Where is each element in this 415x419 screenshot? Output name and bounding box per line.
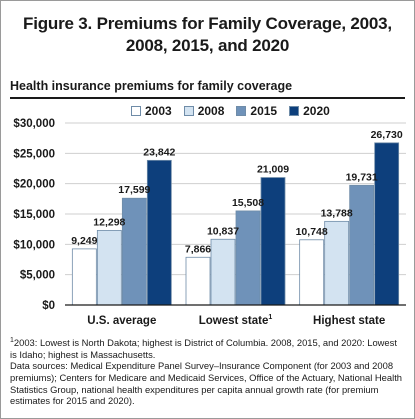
bar-2003-0 bbox=[71, 248, 97, 306]
category-label-2: Highest state bbox=[313, 315, 385, 327]
value-labels: 9,249 12,298 17,599 23,842 7,866 10,837 15,508… bbox=[71, 129, 403, 255]
legend: 2003 2008 2015 2020 bbox=[131, 104, 330, 118]
figure-title: Figure 3. Premiums for Family Coverage, … bbox=[11, 13, 404, 57]
bar-2008-0 bbox=[96, 229, 122, 306]
value-label-2020-2: 26,730 bbox=[371, 129, 403, 141]
legend-label-2020: 2020 bbox=[303, 104, 330, 118]
legend-swatch-2020 bbox=[289, 106, 300, 116]
y-axis-ticks: $0 $5,000 $10,000 $15,000 $20,000 $25,000 $30,… bbox=[13, 118, 55, 312]
legend-item-2008: 2008 bbox=[183, 104, 225, 118]
legend-swatch-2015 bbox=[236, 106, 247, 116]
bar-2008-2 bbox=[324, 220, 350, 306]
bar-2015-0 bbox=[121, 197, 147, 306]
y-tick-label: $30,000 bbox=[13, 118, 55, 130]
bar-2008-1 bbox=[210, 238, 236, 306]
legend-item-2015: 2015 bbox=[236, 104, 277, 118]
y-tick-label: $0 bbox=[42, 300, 55, 312]
value-label-2015-0: 17,599 bbox=[118, 184, 150, 196]
value-label-2003-0: 9,249 bbox=[71, 235, 97, 247]
bar-2015-2 bbox=[349, 184, 375, 306]
value-label-2008-2: 13,788 bbox=[321, 207, 353, 219]
value-label-2008-1: 10,837 bbox=[207, 225, 239, 237]
bar-2020-2 bbox=[374, 142, 400, 306]
y-tick-label: $10,000 bbox=[13, 239, 55, 251]
bars bbox=[71, 142, 400, 306]
value-label-2003-2: 10,748 bbox=[296, 226, 328, 238]
footnote: 12003: Lowest is North Dakota; highest i… bbox=[10, 335, 406, 360]
value-label-2015-2: 19,731 bbox=[346, 171, 378, 183]
value-label-2008-0: 12,298 bbox=[93, 216, 125, 228]
bar-2020-0 bbox=[146, 159, 172, 306]
legend-label-2008: 2008 bbox=[197, 104, 225, 118]
legend-item-2003: 2003 bbox=[131, 104, 172, 118]
footnote-marker: 1 bbox=[10, 337, 14, 344]
legend-label-2003: 2003 bbox=[145, 104, 172, 118]
legend-item-2020: 2020 bbox=[289, 104, 330, 118]
chart-heading: Health insurance premiums for family cov… bbox=[10, 79, 293, 93]
bar-chart: $0 $5,000 $10,000 $15,000 $20,000 $25,000 $30,… bbox=[13, 118, 406, 327]
y-tick-label: $20,000 bbox=[13, 179, 55, 191]
footnote-text: 2003: Lowest is North Dakota; highest is… bbox=[10, 337, 397, 360]
value-label-2003-1: 7,866 bbox=[185, 243, 211, 255]
bar-2003-1 bbox=[185, 256, 211, 306]
value-label-2020-0: 23,842 bbox=[143, 146, 175, 158]
figure-title-line-1: Figure 3. Premiums for Family Coverage, … bbox=[23, 14, 392, 33]
value-label-2020-1: 21,009 bbox=[257, 164, 289, 176]
y-tick-label: $15,000 bbox=[13, 209, 55, 221]
legend-swatch-2003 bbox=[131, 106, 141, 116]
category-labels: U.S. average Lowest state1 Highest state bbox=[87, 314, 385, 327]
legend-label-2015: 2015 bbox=[250, 104, 278, 118]
bar-2020-1 bbox=[260, 177, 286, 306]
gridlines bbox=[65, 122, 406, 276]
value-label-2015-1: 15,508 bbox=[232, 197, 264, 209]
y-tick-label: $5,000 bbox=[20, 270, 55, 282]
category-label-0: U.S. average bbox=[87, 315, 156, 327]
notes: 12003: Lowest is North Dakota; highest i… bbox=[10, 335, 406, 407]
figure-title-line-2: 2008, 2015, and 2020 bbox=[125, 36, 290, 55]
bar-2003-2 bbox=[299, 239, 325, 306]
category-label-1: Lowest state1 bbox=[199, 314, 273, 327]
bar-2015-1 bbox=[235, 210, 261, 306]
heading-rule bbox=[10, 97, 405, 99]
y-tick-label: $25,000 bbox=[13, 148, 55, 160]
data-sources: Data sources: Medical Expenditure Panel … bbox=[10, 360, 403, 407]
legend-swatch-2008 bbox=[183, 106, 194, 116]
